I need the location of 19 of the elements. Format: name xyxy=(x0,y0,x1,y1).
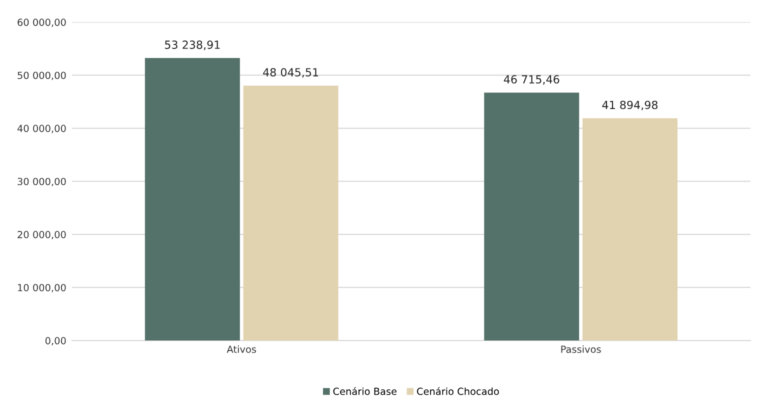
legend-label: Cenário Base xyxy=(333,387,397,396)
y-tick-label: 60 000,00 xyxy=(18,18,66,27)
data-label: 46 715,46 xyxy=(504,75,560,85)
y-tick-label: 30 000,00 xyxy=(18,178,66,186)
x-tick-label: Ativos xyxy=(226,345,256,353)
data-label: 41 894,98 xyxy=(602,100,658,110)
y-tick-label: 40 000,00 xyxy=(17,124,66,134)
bar xyxy=(484,92,580,341)
y-tick-label: 10 000,00 xyxy=(18,284,66,292)
bar xyxy=(582,118,678,341)
legend-label: Cenário Chocado xyxy=(417,387,499,396)
data-label: 48 045,51 xyxy=(263,68,318,78)
bar xyxy=(243,86,338,341)
y-tick-label: 50 000,00 xyxy=(18,72,66,80)
y-tick-label: 0,00 xyxy=(45,337,66,346)
data-label: 53 238,91 xyxy=(165,40,220,50)
x-tick-label: Passivos xyxy=(561,345,601,353)
bar xyxy=(144,58,240,341)
y-tick-label: 20 000,00 xyxy=(18,230,66,240)
